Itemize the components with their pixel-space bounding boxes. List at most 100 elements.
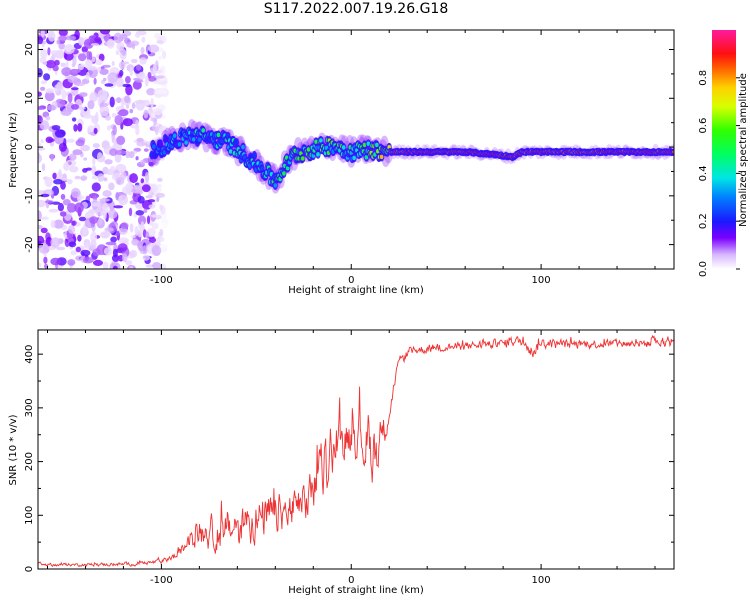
noise-blob (63, 44, 75, 55)
noise-blob (111, 61, 115, 66)
noise-blob (99, 68, 109, 75)
noise-blob (38, 91, 42, 97)
noise-blob (71, 117, 77, 122)
ridge-core (177, 142, 182, 147)
spectrogram-x-label: Height of straight line (km) (288, 285, 424, 296)
noise-blob (50, 237, 61, 248)
snr-y-label: SNR (10 * v/v) (8, 414, 19, 485)
ridge-core (191, 137, 196, 142)
colorbar-gradient (712, 30, 736, 269)
noise-blob (116, 42, 125, 51)
noise-blob (74, 202, 84, 213)
noise-blob (82, 168, 88, 173)
noise-blob (67, 75, 78, 84)
noise-blob (95, 111, 99, 122)
noise-blob (150, 185, 158, 192)
noise-blob (77, 123, 83, 132)
ridge-core (285, 166, 290, 171)
noise-blob (43, 73, 51, 81)
noise-blob (135, 119, 139, 126)
noise-blob (51, 125, 61, 131)
ridge-core (216, 132, 221, 138)
noise-blob (80, 249, 91, 257)
noise-blob (137, 229, 143, 238)
noise-blob (71, 220, 77, 226)
noise-blob (43, 256, 48, 264)
noise-blob (54, 129, 66, 138)
spectrogram-y-label: Frequency (Hz) (8, 112, 19, 188)
noise-blob (115, 77, 124, 88)
noise-blob (102, 140, 107, 147)
noise-blob (157, 80, 167, 85)
noise-blob (154, 127, 159, 136)
noise-blob (156, 40, 164, 44)
noise-blob (158, 55, 164, 60)
noise-blob (131, 42, 136, 50)
noise-blob (131, 238, 139, 246)
noise-blob (113, 32, 123, 44)
noise-blob (40, 227, 48, 234)
noise-blob (71, 69, 81, 74)
noise-blob (146, 215, 151, 225)
noise-blob (159, 204, 164, 211)
noise-blob (60, 193, 66, 200)
noise-blob (98, 217, 103, 226)
noise-blob (151, 222, 159, 230)
noise-blob (111, 254, 120, 262)
snr-x-tick-label: -100 (150, 575, 173, 586)
ridge-core (241, 144, 245, 150)
noise-blob (57, 203, 64, 212)
noise-blob (129, 249, 138, 258)
noise-blob (64, 52, 74, 61)
noise-blob (112, 124, 117, 136)
noise-blob (38, 36, 43, 45)
noise-blob (44, 91, 55, 102)
noise-blob (75, 246, 82, 253)
noise-blob (48, 138, 55, 143)
noise-blob (140, 221, 145, 230)
ridge-core (273, 183, 278, 188)
noise-blob (114, 114, 123, 126)
noise-blob (104, 159, 113, 165)
noise-blob (148, 204, 156, 209)
noise-blob (38, 106, 44, 111)
noise-blob (162, 84, 168, 89)
noise-blob (130, 58, 138, 64)
noise-blob (143, 148, 149, 152)
noise-blob (58, 42, 65, 50)
noise-blob (87, 125, 95, 133)
ridge-core (282, 171, 286, 176)
noise-blob (91, 202, 99, 207)
snr-x-tick-label: 0 (348, 575, 354, 586)
noise-blob (38, 147, 46, 151)
ridge-core (341, 145, 346, 150)
ridge-core (184, 140, 188, 145)
noise-blob (83, 38, 94, 49)
noise-blob (142, 254, 150, 261)
ridge-core (234, 140, 239, 145)
noise-blob (119, 48, 127, 60)
noise-blob (66, 203, 77, 213)
noise-blob (159, 228, 164, 237)
noise-blob (45, 115, 51, 121)
spectrogram-x-tick-label: -100 (150, 275, 173, 286)
noise-blob (142, 245, 148, 255)
noise-blob (99, 105, 110, 117)
ridge-core (228, 149, 233, 154)
ridge-core (301, 156, 305, 161)
ridge-core (201, 128, 205, 133)
noise-blob (157, 177, 163, 182)
noise-blob (45, 88, 55, 94)
ridge-core (364, 155, 369, 160)
noise-blob (144, 172, 150, 183)
noise-blob (44, 200, 54, 204)
noise-blob (150, 214, 160, 218)
noise-blob (100, 231, 111, 239)
spectrogram-y-tick-label: 10 (24, 92, 35, 105)
noise-blob (89, 216, 98, 224)
noise-blob (78, 37, 85, 46)
noise-blob (98, 198, 110, 202)
noise-blob (136, 140, 146, 147)
snr-y-tick-label: 300 (24, 398, 35, 417)
